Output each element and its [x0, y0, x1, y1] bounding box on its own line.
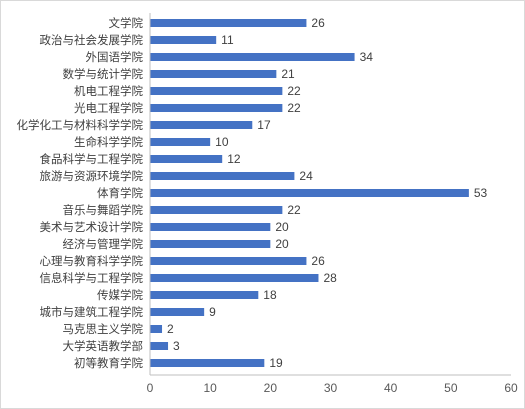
category-label: 心理与教育科学学院 [40, 254, 144, 268]
data-label: 26 [311, 254, 325, 268]
category-label: 马克思主义学院 [63, 322, 144, 336]
category-labels-group: 文学院政治与社会发展学院外国语学院数学与统计学院机电工程学院光电工程学院化学化工… [17, 16, 144, 370]
bar [150, 189, 469, 197]
category-label: 机电工程学院 [74, 84, 143, 98]
data-label: 3 [173, 339, 180, 353]
x-tick-label: 50 [444, 381, 458, 395]
category-label: 传媒学院 [97, 288, 143, 302]
data-label: 22 [287, 203, 301, 217]
x-tick-label: 20 [264, 381, 278, 395]
category-label: 外国语学院 [86, 50, 144, 64]
category-label: 光电工程学院 [74, 101, 143, 115]
bar [150, 206, 283, 214]
data-label: 53 [474, 186, 488, 200]
bar [150, 223, 271, 231]
data-label: 18 [263, 288, 277, 302]
data-label: 9 [209, 305, 216, 319]
x-tick-label: 0 [147, 381, 154, 395]
bar [150, 359, 265, 367]
category-label: 信息科学与工程学院 [40, 271, 144, 285]
x-tick-label: 30 [324, 381, 338, 395]
category-label: 食品科学与工程学院 [40, 152, 144, 166]
data-labels-group: 26 11 34 21 22 22 17 10 12 24 53 22 20 20 26 28 18 9 2 3 19 [167, 16, 488, 370]
data-label: 19 [269, 356, 283, 370]
category-label: 音乐与舞蹈学院 [63, 203, 144, 217]
data-label: 28 [323, 271, 337, 285]
bar [150, 172, 295, 180]
category-label: 化学化工与材料科学学院 [17, 118, 144, 132]
x-tick-label: 40 [384, 381, 398, 395]
category-label: 政治与社会发展学院 [40, 33, 144, 47]
x-tick-label: 60 [504, 381, 518, 395]
bar [150, 104, 283, 112]
bar [150, 325, 163, 333]
bar [150, 53, 355, 61]
category-label: 美术与艺术设计学院 [40, 220, 144, 234]
bar [150, 240, 271, 248]
category-label: 生命科学学院 [74, 135, 143, 149]
data-label: 2 [167, 322, 174, 336]
data-label: 34 [360, 50, 374, 64]
data-label: 26 [311, 16, 325, 30]
data-label: 12 [227, 152, 241, 166]
category-label: 数学与统计学院 [63, 67, 144, 81]
data-label: 22 [287, 101, 301, 115]
x-tick-labels-group: 0 10 20 30 40 50 60 [147, 381, 518, 395]
bar [150, 291, 259, 299]
bar [150, 87, 283, 95]
data-label: 24 [299, 169, 313, 183]
data-label: 20 [275, 220, 289, 234]
category-label: 体育学院 [97, 186, 143, 200]
bar [150, 155, 223, 163]
bars-group [150, 19, 469, 367]
data-label: 11 [221, 33, 234, 47]
category-label: 大学英语教学部 [63, 339, 144, 353]
bar [150, 121, 253, 129]
bar [150, 308, 205, 316]
category-label: 经济与管理学院 [63, 237, 144, 251]
x-tick-label: 10 [203, 381, 217, 395]
data-label: 22 [287, 84, 301, 98]
bar [150, 342, 169, 350]
category-label: 初等教育学院 [74, 356, 143, 370]
data-label: 20 [275, 237, 289, 251]
data-label: 21 [281, 67, 295, 81]
category-label: 旅游与资源环境学院 [40, 169, 144, 183]
data-label: 17 [257, 118, 271, 132]
category-label: 文学院 [109, 16, 144, 30]
bar [150, 274, 319, 282]
category-label: 城市与建筑工程学院 [40, 305, 144, 319]
bar [150, 70, 277, 78]
bar [150, 36, 217, 44]
bar [150, 19, 307, 27]
bar [150, 138, 211, 146]
bar [150, 257, 307, 265]
data-label: 10 [215, 135, 229, 149]
